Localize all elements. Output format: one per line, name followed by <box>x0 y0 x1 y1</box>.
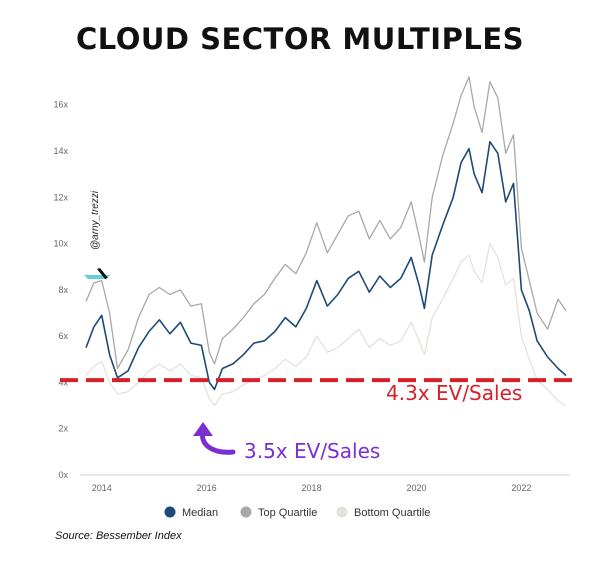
legend-label: Bottom Quartile <box>354 507 430 519</box>
x-tick-label: 2018 <box>302 483 322 493</box>
y-tick-label: 6x <box>58 331 68 341</box>
y-tick-label: 16x <box>53 100 68 110</box>
legend-swatch <box>164 506 176 518</box>
x-tick-label: 2016 <box>197 483 217 493</box>
current-multiple-annotation: 4.3x EV/Sales <box>386 381 522 405</box>
legend: Median Top Quartile Bottom Quartile <box>164 506 430 519</box>
x-tick-label: 2022 <box>511 483 531 493</box>
series-line-median <box>85 140 567 391</box>
watermark-pen-icon <box>84 268 110 279</box>
x-tick-label: 2014 <box>92 483 112 493</box>
y-tick-label: 10x <box>53 239 68 249</box>
y-tick-label: 8x <box>58 285 68 295</box>
x-axis: 2014 2016 2018 2020 2022 <box>80 474 570 493</box>
y-tick-label: 14x <box>53 146 68 156</box>
y-axis: 0x 2x 4x 6x 8x 10x 12x 14x 16x <box>53 100 68 480</box>
legend-item-top-quartile: Top Quartile <box>240 506 317 519</box>
y-tick-label: 0x <box>58 470 68 480</box>
y-tick-label: 2x <box>58 424 68 434</box>
chart-title: CLOUD SECTOR MULTIPLES <box>75 22 525 56</box>
y-tick-label: 12x <box>53 192 68 202</box>
plot-area <box>85 76 567 407</box>
source-note: Source: Bessember Index <box>55 530 182 542</box>
series-line-top-quartile <box>85 76 567 370</box>
legend-label: Top Quartile <box>258 507 317 519</box>
legend-item-median: Median <box>164 506 218 519</box>
low-multiple-annotation: 3.5x EV/Sales <box>244 439 380 463</box>
legend-item-bottom-quartile: Bottom Quartile <box>336 506 430 519</box>
low-point-arrow-icon <box>193 422 236 455</box>
legend-swatch <box>240 506 252 518</box>
legend-swatch <box>336 506 348 518</box>
legend-label: Median <box>182 507 218 519</box>
series-line-bottom-quartile <box>85 242 567 407</box>
y-tick-label: 4x <box>58 377 68 387</box>
watermark-text: @arny_trezzi <box>90 190 101 250</box>
x-tick-label: 2020 <box>406 483 426 493</box>
